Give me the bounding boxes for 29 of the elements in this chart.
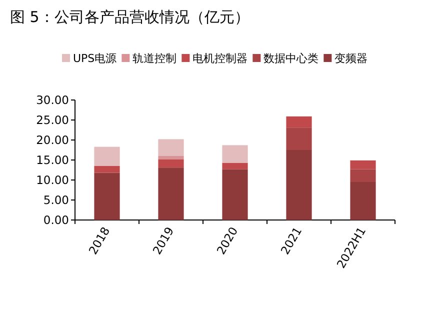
- chart-title: 图 5：公司各产品营收情况（亿元）: [10, 8, 250, 26]
- legend-label: 轨道控制: [132, 52, 177, 65]
- legend-label: 变频器: [334, 52, 368, 65]
- y-tick-label: 20.00: [36, 133, 69, 147]
- y-tick-label: 25.00: [36, 113, 69, 127]
- legend-label: UPS电源: [73, 52, 117, 65]
- bar: [94, 172, 120, 220]
- bar: [350, 160, 376, 170]
- y-tick-label: 10.00: [36, 173, 69, 187]
- legend-label: 数据中心类: [264, 52, 319, 65]
- bar: [286, 116, 312, 128]
- bar: [158, 139, 184, 156]
- bar: [286, 150, 312, 220]
- bar: [158, 156, 184, 160]
- bar: [286, 128, 312, 150]
- bar: [350, 182, 376, 220]
- bar: [94, 146, 120, 166]
- y-tick-label: 0.00: [43, 213, 69, 227]
- y-tick-label: 30.00: [36, 93, 69, 107]
- legend-label: 电机控制器: [192, 52, 248, 65]
- bar: [350, 169, 376, 182]
- bar: [222, 169, 248, 220]
- bar: [158, 159, 184, 168]
- bar: [94, 166, 120, 173]
- y-tick-label: 5.00: [43, 193, 69, 207]
- bar: [222, 145, 248, 163]
- bar: [158, 168, 184, 220]
- y-tick-label: 15.00: [36, 153, 69, 167]
- bar: [222, 162, 248, 170]
